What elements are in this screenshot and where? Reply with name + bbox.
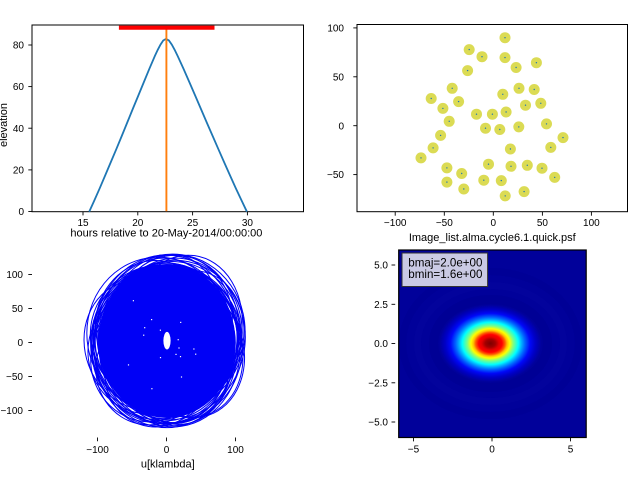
svg-text:5.0: 5.0 [374, 261, 388, 272]
svg-text:50: 50 [12, 304, 24, 315]
svg-text:80: 80 [13, 41, 25, 52]
svg-text:50: 50 [333, 72, 345, 83]
svg-text:25: 25 [187, 218, 199, 229]
svg-text:30: 30 [242, 218, 254, 229]
svg-text:0: 0 [17, 338, 23, 349]
svg-text:−50: −50 [436, 218, 453, 229]
svg-text:15: 15 [77, 218, 89, 229]
svg-text:−50: −50 [327, 170, 344, 181]
svg-text:−100: −100 [86, 445, 109, 456]
svg-text:100: 100 [227, 445, 244, 456]
svg-text:Image_list.alma.cycle6.1.quick: Image_list.alma.cycle6.1.quick.psf [409, 232, 577, 244]
svg-text:20: 20 [13, 166, 25, 177]
svg-text:20: 20 [132, 218, 144, 229]
svg-text:−2.5: −2.5 [368, 378, 388, 389]
svg-text:0.0: 0.0 [374, 339, 388, 350]
svg-text:2.5: 2.5 [374, 300, 388, 311]
svg-text:−100: −100 [384, 218, 407, 229]
svg-text:bmaj=2.0e+00: bmaj=2.0e+00 [408, 257, 482, 270]
svg-text:100: 100 [583, 218, 600, 229]
svg-text:hours relative to 20-May-2014/: hours relative to 20-May-2014/00:00:00 [70, 228, 262, 240]
svg-text:−100: −100 [0, 406, 23, 417]
svg-text:−5.0: −5.0 [368, 418, 388, 429]
svg-text:0: 0 [164, 445, 170, 456]
svg-text:50: 50 [537, 218, 549, 229]
svg-text:5: 5 [568, 445, 574, 456]
svg-text:−50: −50 [6, 372, 23, 383]
svg-text:0: 0 [491, 218, 497, 229]
svg-text:−5: −5 [408, 445, 420, 456]
svg-text:0: 0 [338, 121, 344, 132]
svg-text:100: 100 [6, 270, 23, 281]
svg-text:u[klambda]: u[klambda] [141, 459, 195, 471]
svg-text:60: 60 [13, 82, 25, 93]
svg-text:0: 0 [489, 445, 495, 456]
svg-text:elevation: elevation [0, 103, 10, 147]
svg-text:40: 40 [13, 124, 25, 135]
svg-text:100: 100 [327, 24, 344, 35]
svg-text:0: 0 [18, 207, 24, 218]
svg-text:bmin=1.6e+00: bmin=1.6e+00 [408, 268, 482, 281]
